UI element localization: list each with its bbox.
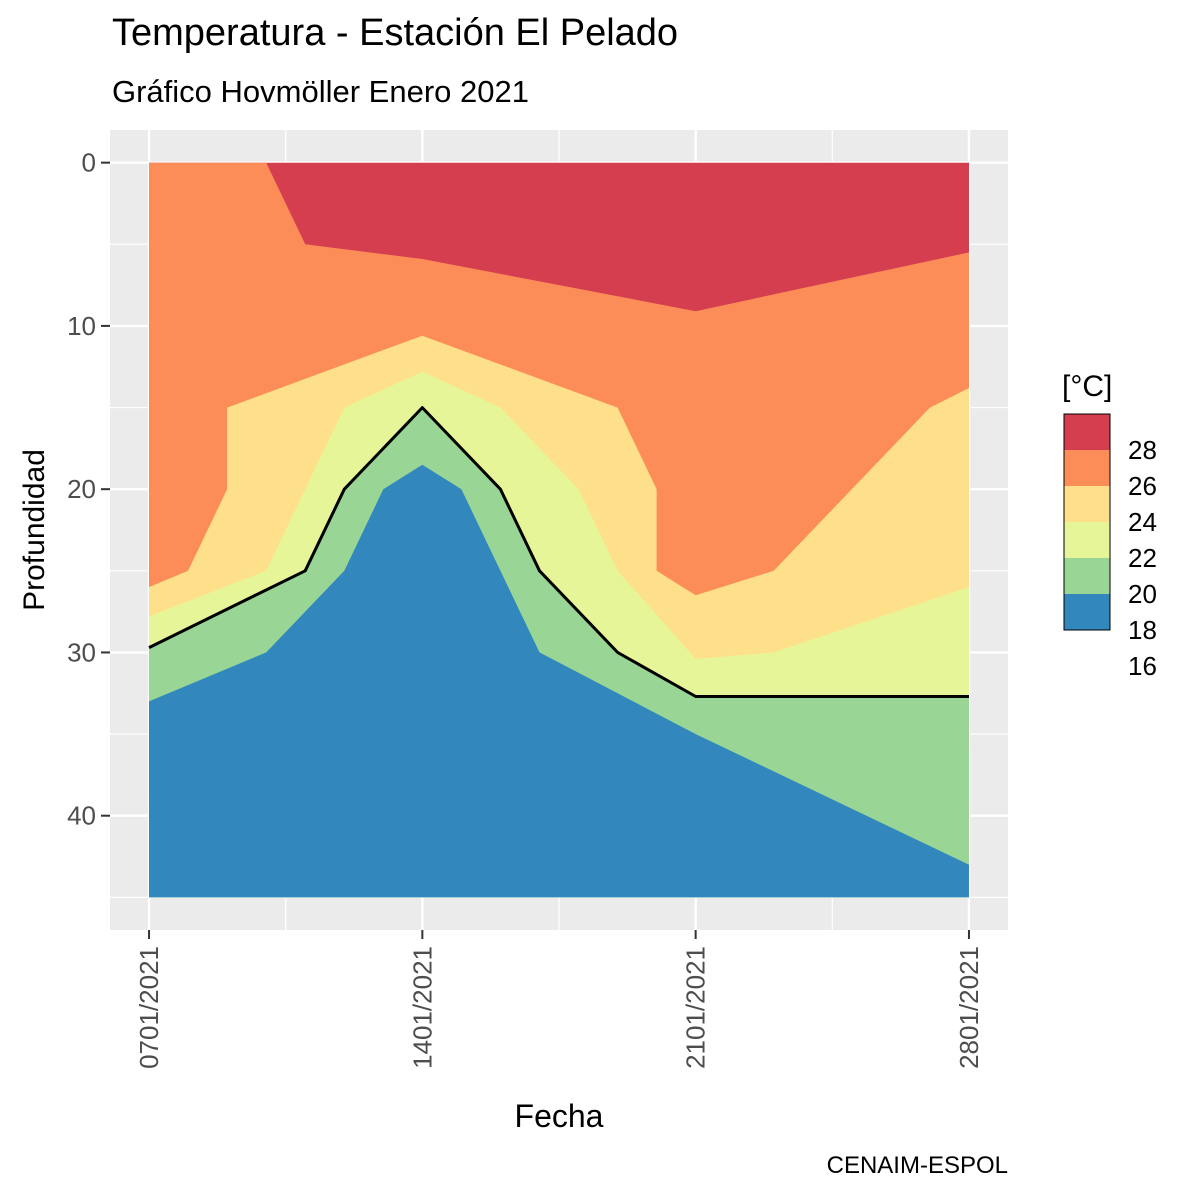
legend-break-label: 24 <box>1128 507 1157 537</box>
legend-swatch <box>1064 522 1110 558</box>
y-tick-label: 20 <box>67 474 96 504</box>
temperature-bands <box>149 162 969 898</box>
legend-break-label: 28 <box>1128 435 1157 465</box>
chart-title: Temperatura - Estación El Pelado <box>112 12 679 54</box>
x-axis-label: Fecha <box>515 1098 604 1134</box>
legend-break-label: 18 <box>1128 615 1157 645</box>
legend-frame <box>1063 413 1111 631</box>
legend-swatch <box>1064 486 1110 522</box>
legend-break-label: 26 <box>1128 471 1157 501</box>
legend-colorbar <box>1063 413 1111 631</box>
y-tick-label: 10 <box>67 311 96 341</box>
legend-swatch <box>1064 558 1110 594</box>
x-tick-label: 0701/2021 <box>134 946 164 1069</box>
source-caption: CENAIM-ESPOL <box>826 1152 1008 1179</box>
legend-break-label: 16 <box>1128 651 1157 681</box>
x-tick-label: 2101/2021 <box>681 946 711 1069</box>
legend-swatch <box>1064 414 1110 450</box>
legend-swatch <box>1064 450 1110 486</box>
band-<18 <box>149 464 969 898</box>
y-axis-label: Profundidad <box>18 449 51 611</box>
x-tick-label: 1401/2021 <box>407 946 437 1069</box>
y-tick-label: 40 <box>67 801 96 831</box>
legend: [°C] 28 26 24 22 20 18 16 <box>1062 370 1157 681</box>
chart-subtitle: Gráfico Hovmöller Enero 2021 <box>112 74 529 109</box>
legend-labels: 28 26 24 22 20 18 16 <box>1128 435 1157 681</box>
y-tick-label: 30 <box>67 637 96 667</box>
legend-swatch <box>1064 594 1110 630</box>
x-tick-label: 2801/2021 <box>954 946 984 1069</box>
isotherm-20c-line <box>148 406 969 698</box>
x-axis: 0701/2021 1401/2021 2101/2021 2801/2021 <box>134 930 984 1069</box>
isotherm-line <box>148 406 969 698</box>
y-tick-label: 0 <box>82 148 96 178</box>
legend-break-label: 22 <box>1128 543 1157 573</box>
legend-title: [°C] <box>1062 370 1112 403</box>
legend-break-label: 20 <box>1128 579 1157 609</box>
y-axis: 0 10 20 30 40 <box>67 148 110 831</box>
